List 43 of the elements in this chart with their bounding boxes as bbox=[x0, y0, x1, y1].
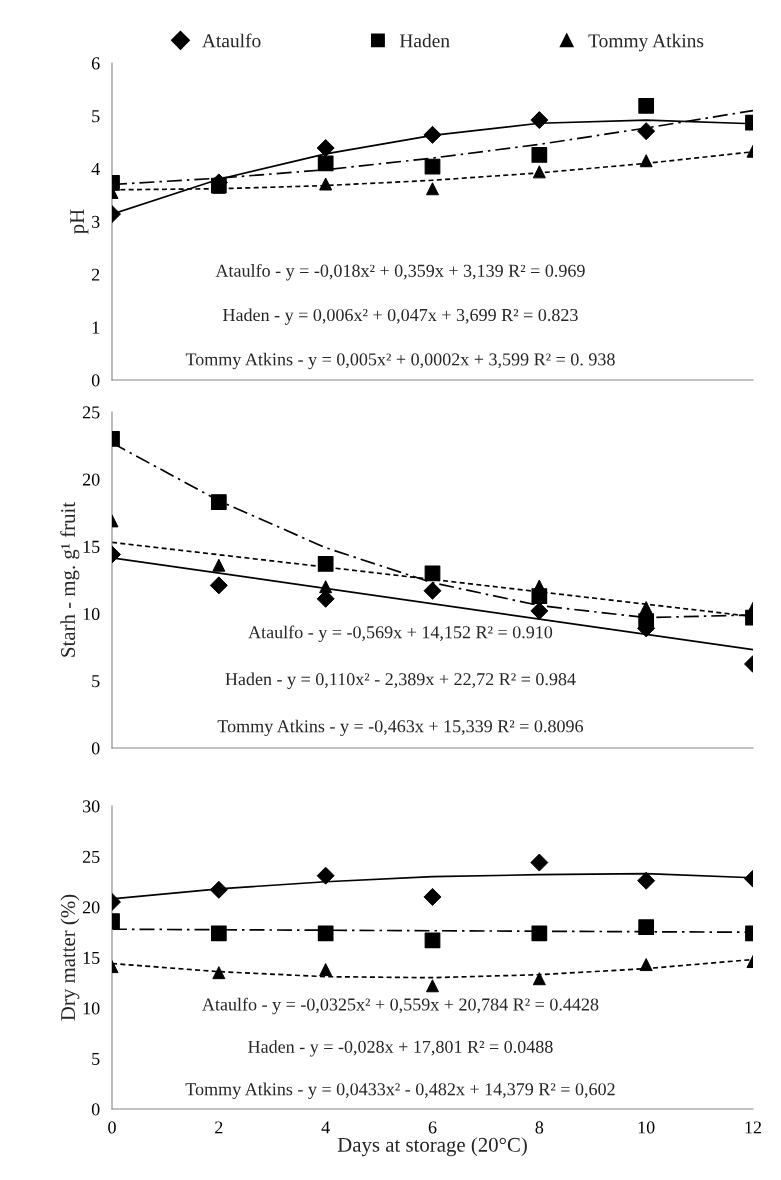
annotation: Haden - y = 0,110x² - 2,389x + 22,72 R² = 0.984 bbox=[225, 672, 576, 690]
y-tick-label: 2 bbox=[91, 268, 100, 281]
x-tick-label: 0 bbox=[108, 1121, 116, 1134]
annotation: Tommy Atkins - y = -0,463x + 15,339 R² = 0.8096 bbox=[217, 719, 584, 737]
annotation: Ataulfo - y = -0,569x + 14,152 R² = 0.910 bbox=[248, 625, 553, 643]
y-tick-label: 5 bbox=[92, 110, 100, 123]
y-tick-label: 25 bbox=[82, 850, 100, 863]
annotation: Ataulfo - y = -0,0325x² + 0,559x + 20,784 R² = 0.4428 bbox=[202, 997, 599, 1015]
x-tick-label: 10 bbox=[638, 1121, 655, 1134]
y-tick-label: 15 bbox=[83, 951, 100, 964]
y-tick-label: 15 bbox=[83, 540, 100, 553]
y-axis-title: Starh - mg. g¹ fruit bbox=[60, 502, 80, 657]
y-tick-label: 1 bbox=[92, 321, 100, 334]
y-tick-label: 0 bbox=[91, 742, 100, 755]
x-tick-label: 4 bbox=[321, 1121, 330, 1134]
y-tick-label: 5 bbox=[92, 675, 100, 688]
x-tick-label: 12 bbox=[745, 1121, 762, 1134]
x-axis-title: Days at storage (20°C) bbox=[337, 1137, 527, 1157]
y-tick-label: 6 bbox=[91, 57, 100, 70]
annotation: Ataulfo - y = -0,018x² + 0,359x + 3,139 R² = 0.969 bbox=[215, 263, 585, 281]
y-tick-label: 4 bbox=[91, 163, 100, 175]
annotation: Haden - y = 0,006x² + 0,047x + 3,699 R² = 0.823 bbox=[222, 308, 578, 325]
legend-label: Haden bbox=[399, 33, 450, 48]
y-axis-title: pH bbox=[70, 209, 89, 234]
annotation: Haden - y = -0,028x + 17,801 R² = 0.0488 bbox=[248, 1040, 553, 1057]
y-tick-label: 5 bbox=[92, 1052, 100, 1065]
legend-label: Ataulfo bbox=[202, 33, 261, 48]
y-tick-label: 0 bbox=[91, 374, 100, 387]
y-tick-label: 30 bbox=[83, 800, 100, 813]
x-tick-label: 2 bbox=[215, 1121, 223, 1134]
y-tick-label: 10 bbox=[83, 607, 100, 621]
y-axis-title: Dry matter (%) bbox=[60, 894, 80, 1021]
annotation: Tommy Atkins - y = 0,0433x² - 0,482x + 14,379 R² = 0,602 bbox=[185, 1082, 615, 1100]
x-tick-label: 6 bbox=[428, 1121, 437, 1134]
y-tick-label: 20 bbox=[82, 473, 100, 486]
legend-label: Tommy Atkins bbox=[588, 33, 704, 52]
annotation: Tommy Atkins - y = 0,005x² + 0,0002x + 3,599 R² = 0. 938 bbox=[185, 352, 615, 370]
y-tick-label: 10 bbox=[83, 1002, 100, 1015]
y-tick-label: 3 bbox=[92, 215, 100, 228]
x-tick-label: 8 bbox=[535, 1121, 544, 1134]
y-tick-label: 20 bbox=[82, 901, 100, 914]
y-tick-label: 25 bbox=[82, 406, 100, 419]
y-tick-label: 0 bbox=[91, 1103, 100, 1116]
